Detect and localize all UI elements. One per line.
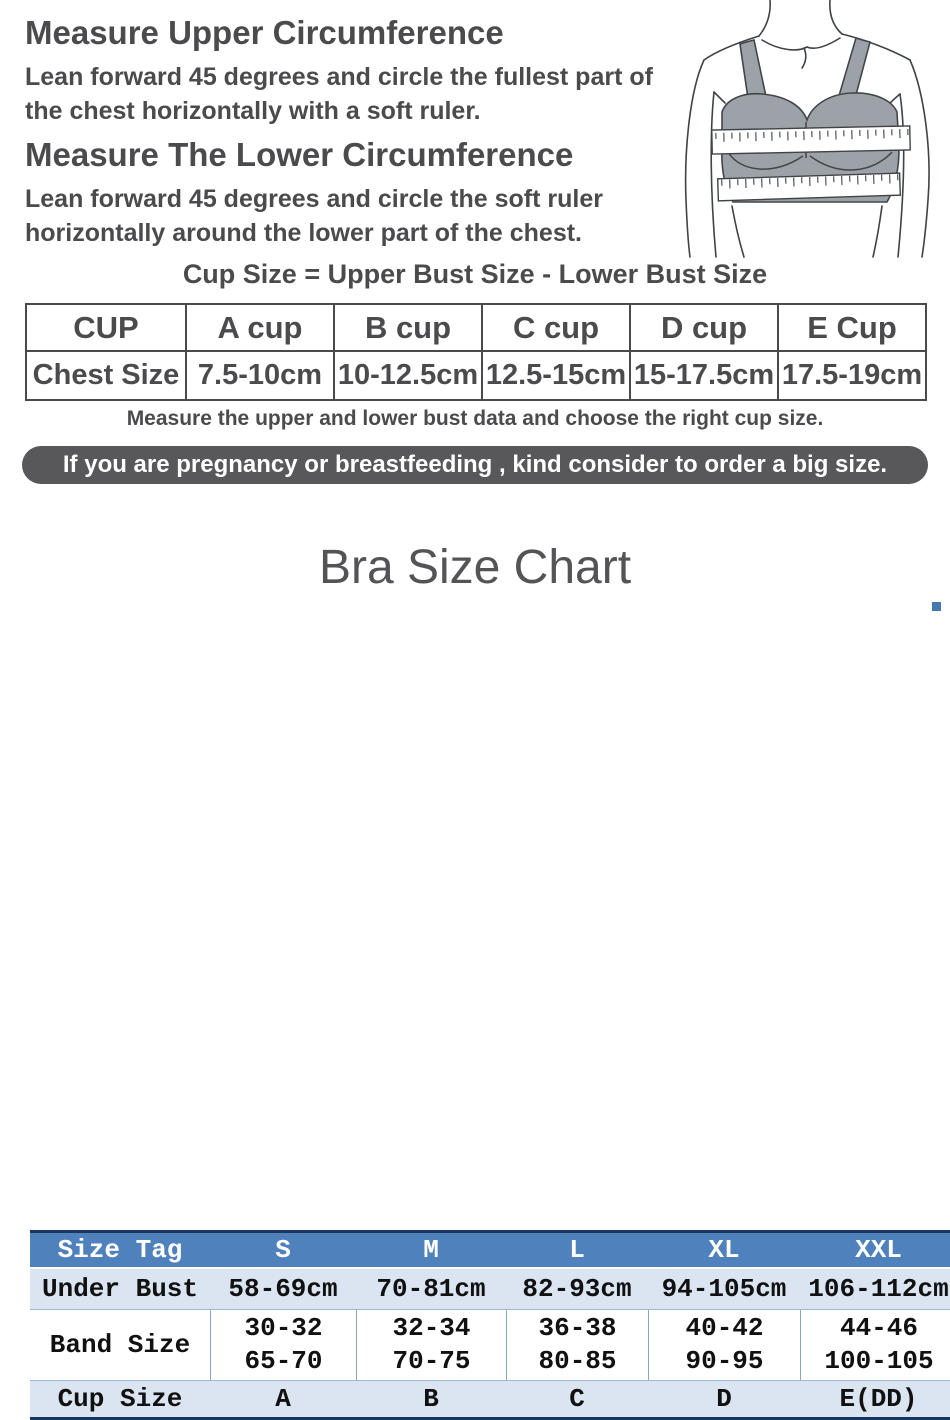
cup-size-note: Measure the upper and lower bust data an… [126, 407, 824, 430]
cup-table-row-label: Chest Size [25, 350, 187, 401]
under-bust-value: 106-112cm [800, 1269, 950, 1310]
cup-table-value-cell: 15-17.5cm [629, 350, 779, 401]
cup-table-header-row: CUP A cup B cup C cup D cup E Cup [25, 303, 927, 352]
cup-table-header-cell: E Cup [777, 303, 927, 352]
band-size-cm: 70-75 [392, 1346, 471, 1376]
bra-measurement-illustration [670, 0, 950, 258]
cup-table-value-row: Chest Size 7.5-10cm 10-12.5cm 12.5-15cm … [25, 350, 927, 401]
band-size-cm: 90-95 [685, 1346, 764, 1376]
band-size-value: 32-34 70-75 [356, 1310, 506, 1381]
cup-table-header-cell: B cup [333, 303, 483, 352]
cup-table-header-cell: A cup [185, 303, 335, 352]
band-size-inches: 30-32 [244, 1313, 323, 1343]
size-chart-header-cell: XXL [800, 1233, 950, 1269]
torso-outline [684, 0, 930, 258]
pregnancy-advice-banner: If you are pregnancy or breastfeeding , … [22, 446, 928, 484]
bra-size-chart-table: Size Tag S M L XL XXL Under Bust 58-69cm… [30, 1230, 950, 1420]
band-size-value: 44-46 100-105 [800, 1310, 950, 1381]
lower-measuring-tape [716, 172, 902, 202]
under-bust-value: 82-93cm [506, 1269, 648, 1310]
under-bust-row: Under Bust 58-69cm 70-81cm 82-93cm 94-10… [30, 1269, 950, 1310]
size-chart-header-cell: L [506, 1233, 648, 1269]
upper-description-line-2: the chest horizontally with a soft ruler… [25, 97, 481, 125]
cup-size-row: Cup Size A B C D E(DD) [30, 1381, 950, 1417]
band-size-inches: 44-46 [839, 1313, 918, 1343]
band-size-value: 36-38 80-85 [506, 1310, 648, 1381]
cup-size-value: D [648, 1381, 800, 1417]
cup-size-label: Cup Size [30, 1381, 210, 1417]
lower-circumference-heading: Measure The Lower Circumference [25, 136, 574, 173]
size-chart-header-cell: Size Tag [30, 1233, 210, 1269]
size-chart-header-cell: XL [648, 1233, 800, 1269]
under-bust-value: 70-81cm [356, 1269, 506, 1310]
table-corner-handle [932, 602, 941, 611]
band-size-inches: 32-34 [392, 1313, 471, 1343]
lower-description-line-2: horizontally around the lower part of th… [25, 219, 582, 247]
band-size-value: 40-42 90-95 [648, 1310, 800, 1381]
under-bust-value: 94-105cm [648, 1269, 800, 1310]
under-bust-label: Under Bust [30, 1269, 210, 1310]
band-size-cm: 100-105 [824, 1346, 934, 1376]
cup-table-header-cell: C cup [481, 303, 631, 352]
band-size-row: Band Size 30-32 65-70 32-34 70-75 36-38 … [30, 1310, 950, 1381]
size-chart-header-cell: M [356, 1233, 506, 1269]
upper-circumference-description: Lean forward 45 degrees and circle the f… [25, 60, 653, 128]
cup-size-value: A [210, 1381, 356, 1417]
bra-size-chart-title: Bra Size Chart [318, 541, 632, 594]
size-guide-page: Measure Upper Circumference Lean forward… [22, 0, 950, 1420]
cup-size-value: E(DD) [800, 1381, 950, 1417]
lower-circumference-description: Lean forward 45 degrees and circle the s… [25, 182, 603, 250]
cup-table-value-cell: 17.5-19cm [777, 350, 927, 401]
cup-size-formula: Cup Size = Upper Bust Size - Lower Bust … [182, 259, 768, 289]
upper-description-line-1: Lean forward 45 degrees and circle the f… [25, 63, 653, 91]
cup-table-value-cell: 10-12.5cm [333, 350, 483, 401]
cup-size-value: B [356, 1381, 506, 1417]
cup-table-value-cell: 7.5-10cm [185, 350, 335, 401]
upper-measuring-tape [711, 125, 911, 155]
band-size-label: Band Size [30, 1310, 210, 1381]
cup-table-header-cell: CUP [25, 303, 187, 352]
band-size-cm: 80-85 [538, 1346, 617, 1376]
cup-table-value-cell: 12.5-15cm [481, 350, 631, 401]
band-size-inches: 36-38 [538, 1313, 617, 1343]
under-bust-value: 58-69cm [210, 1269, 356, 1310]
band-size-value: 30-32 65-70 [210, 1310, 356, 1381]
cup-size-table: CUP A cup B cup C cup D cup E Cup Chest … [25, 303, 927, 401]
cup-table-header-cell: D cup [629, 303, 779, 352]
cup-size-value: C [506, 1381, 648, 1417]
band-size-cm: 65-70 [244, 1346, 323, 1376]
size-chart-header-row: Size Tag S M L XL XXL [30, 1233, 950, 1269]
upper-circumference-heading: Measure Upper Circumference [25, 14, 504, 51]
lower-description-line-1: Lean forward 45 degrees and circle the s… [25, 185, 603, 213]
band-size-inches: 40-42 [685, 1313, 764, 1343]
size-chart-header-cell: S [210, 1233, 356, 1269]
